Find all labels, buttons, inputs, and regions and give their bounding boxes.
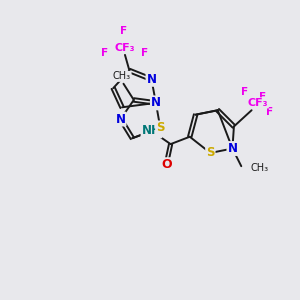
Text: F: F xyxy=(241,87,248,97)
Text: CH₃: CH₃ xyxy=(113,71,131,81)
Text: CF₃: CF₃ xyxy=(248,98,268,108)
Text: N: N xyxy=(227,142,237,155)
Text: N: N xyxy=(151,96,161,110)
Text: CF₃: CF₃ xyxy=(115,44,135,53)
Text: N: N xyxy=(146,73,157,86)
Text: F: F xyxy=(101,48,108,58)
Text: CH₃: CH₃ xyxy=(250,163,268,173)
Text: S: S xyxy=(156,122,165,134)
Text: F: F xyxy=(259,92,266,102)
Text: S: S xyxy=(206,146,214,159)
Text: N: N xyxy=(116,112,126,126)
Text: F: F xyxy=(120,26,127,36)
Text: O: O xyxy=(161,158,172,171)
Text: NH: NH xyxy=(142,124,161,137)
Text: F: F xyxy=(140,48,148,58)
Text: F: F xyxy=(266,107,273,117)
